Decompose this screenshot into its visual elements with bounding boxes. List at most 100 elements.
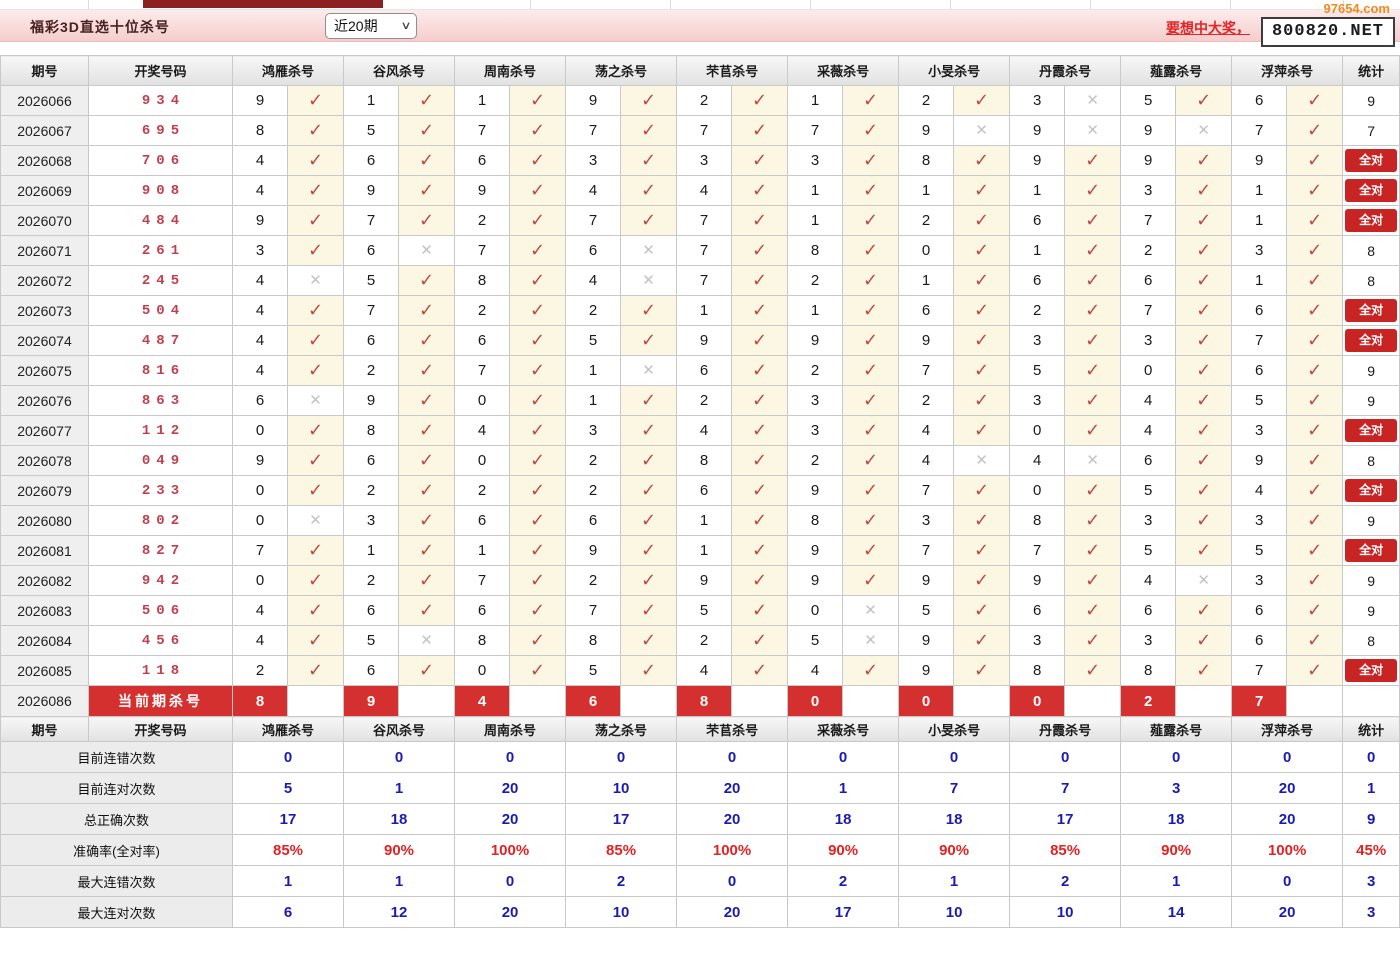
kill-number-cell: 6 <box>454 325 511 356</box>
check-icon: ✓ <box>529 570 546 590</box>
result-cell: 942 <box>88 565 233 596</box>
expert-header-2: 谷风杀号 <box>343 55 456 86</box>
kill-number-cell: 7 <box>565 115 622 146</box>
mark-cell: ✕ <box>1064 445 1122 476</box>
expert-header-6: 采薇杀号 <box>787 55 900 86</box>
check-icon: ✓ <box>529 600 546 620</box>
stats-value: 90% <box>1120 834 1233 866</box>
kill-number-cell: 1 <box>676 505 733 536</box>
mark-cell: ✓ <box>953 355 1011 386</box>
check-icon: ✓ <box>1307 420 1323 440</box>
table-row: 2026070 484 9 ✓ 7 ✓ 2 ✓ 7 ✓ 7 ✓ 1 ✓ 2 ✓ 6 ✓ 7 ✓ 1 ✓ 全对 <box>0 205 1400 236</box>
check-icon: ✓ <box>307 120 324 140</box>
table-row: 2026078 049 9 ✓ 6 ✓ 0 ✓ 2 ✓ 8 ✓ 2 ✓ 4 ✕ 4 ✕ 6 ✓ 9 ✓ 8 <box>0 445 1400 476</box>
mark-cell: ✓ <box>1286 655 1344 686</box>
mark-cell: ✓ <box>731 265 789 296</box>
kill-number-cell: 1 <box>343 85 400 116</box>
check-icon: ✓ <box>418 420 435 440</box>
mark-cell: ✓ <box>731 625 789 656</box>
mark-cell: ✓ <box>1286 295 1344 326</box>
kill-number-cell: 0 <box>454 385 511 416</box>
kill-number-cell: 4 <box>232 265 288 296</box>
table-row: 2026066 934 9 ✓ 1 ✓ 1 ✓ 9 ✓ 2 ✓ 1 ✓ 2 ✓ 3 ✕ 5 ✓ 6 ✓ 9 <box>0 85 1400 116</box>
kill-number-cell: 4 <box>232 595 288 626</box>
empty-mark-cell <box>398 685 456 717</box>
mark-cell: ✓ <box>620 295 678 326</box>
kill-number-cell: 6 <box>343 235 400 266</box>
mark-cell: ✓ <box>286 445 345 476</box>
check-icon: ✓ <box>1307 390 1323 410</box>
stats-value: 20 <box>1231 772 1344 804</box>
expert-header-4: 荡之杀号 <box>565 716 678 742</box>
kill-number-cell: 1 <box>898 265 955 296</box>
mark-cell: ✓ <box>731 505 789 536</box>
stats-value: 20 <box>454 896 567 928</box>
check-icon: ✓ <box>418 450 435 470</box>
kill-table: 期号 开奖号码 鸿雁杀号 谷风杀号 周南杀号 荡之杀号 芣苢杀号 采薇杀号 小旻杀号 丹霞杀号 薤露… <box>0 55 1400 928</box>
stat-cell: 9 <box>1342 595 1400 626</box>
kill-number-cell: 5 <box>1231 385 1288 416</box>
mark-cell: ✓ <box>953 655 1011 686</box>
check-icon: ✓ <box>974 630 990 650</box>
kill-number-cell: 2 <box>1120 235 1177 266</box>
stat-cell: 9 <box>1342 385 1400 416</box>
mark-cell: ✓ <box>1064 475 1122 506</box>
cross-icon: ✕ <box>420 242 433 259</box>
mark-cell: ✓ <box>509 415 567 446</box>
mark-cell: ✓ <box>509 145 567 176</box>
cross-icon: ✕ <box>642 272 655 289</box>
cross-icon: ✕ <box>309 512 322 529</box>
table-row: 2026082 942 0 ✓ 2 ✓ 7 ✓ 2 ✓ 9 ✓ 9 ✓ 9 ✓ 9 ✓ 4 ✕ 3 ✓ 9 <box>0 565 1400 596</box>
kill-number-cell: 0 <box>232 475 288 506</box>
kill-number-cell: 9 <box>898 115 955 146</box>
range-select[interactable]: 近20期 ∨ <box>325 13 417 39</box>
stat-cell: 9 <box>1342 355 1400 386</box>
kill-number-cell: 5 <box>1231 535 1288 566</box>
period-cell: 2026069 <box>0 175 89 206</box>
stats-row: 总正确次数 17 18 20 17 20 18 18 17 18 20 9 <box>0 803 1400 835</box>
check-icon: ✓ <box>752 330 768 350</box>
check-icon: ✓ <box>529 300 546 320</box>
kill-number-cell: 9 <box>787 475 844 506</box>
stats-total: 3 <box>1342 896 1400 928</box>
check-icon: ✓ <box>863 180 879 200</box>
mark-cell: ✓ <box>398 415 456 446</box>
current-kill-cell: 9 <box>343 685 400 717</box>
kill-number-cell: 7 <box>454 235 511 266</box>
stats-value: 1 <box>898 865 1011 897</box>
stats-total: 9 <box>1342 803 1400 835</box>
check-icon: ✓ <box>1307 300 1323 320</box>
check-icon: ✓ <box>752 390 768 410</box>
kill-number-cell: 9 <box>898 325 955 356</box>
check-icon: ✓ <box>974 300 990 320</box>
check-icon: ✓ <box>1196 420 1212 440</box>
promo-domain-box[interactable]: 800820.NET <box>1260 17 1395 47</box>
period-cell: 2026078 <box>0 445 89 476</box>
check-icon: ✓ <box>1085 540 1101 560</box>
all-correct-badge: 全对 <box>1345 329 1398 352</box>
mark-cell: ✓ <box>509 205 567 236</box>
check-icon: ✓ <box>1307 510 1323 530</box>
header-row: 期号 开奖号码 鸿雁杀号 谷风杀号 周南杀号 荡之杀号 芣苢杀号 采薇杀号 小旻杀号 丹霞杀号 薤露… <box>0 716 1400 742</box>
check-icon: ✓ <box>974 390 990 410</box>
promo-link[interactable]: 要想中大奖， <box>1166 20 1250 36</box>
mark-cell: ✓ <box>842 355 900 386</box>
cutoff-cell-border <box>670 0 671 9</box>
mark-cell: ✓ <box>731 565 789 596</box>
stats-value: 1 <box>1120 865 1233 897</box>
kill-number-cell: 7 <box>898 535 955 566</box>
mark-cell: ✓ <box>1175 595 1233 626</box>
mark-cell: ✓ <box>953 475 1011 506</box>
expert-header-3: 周南杀号 <box>454 716 567 742</box>
check-icon: ✓ <box>418 600 435 620</box>
stat-cell: 全对 <box>1342 145 1400 176</box>
mark-cell: ✓ <box>509 175 567 206</box>
table-row: 2026068 706 4 ✓ 6 ✓ 6 ✓ 3 ✓ 3 ✓ 3 ✓ 8 ✓ 9 ✓ 9 ✓ 9 ✓ 全对 <box>0 145 1400 176</box>
kill-number-cell: 4 <box>1120 565 1177 596</box>
check-icon: ✓ <box>1085 300 1101 320</box>
check-icon: ✓ <box>418 360 435 380</box>
toolbar: 福彩3D直选十位杀号 近20期 ∨ 要想中大奖， 800820.NET 9765… <box>0 1 1400 47</box>
result-cell: 827 <box>88 535 233 566</box>
mark-cell: ✓ <box>953 325 1011 356</box>
kill-number-cell: 1 <box>565 355 622 386</box>
